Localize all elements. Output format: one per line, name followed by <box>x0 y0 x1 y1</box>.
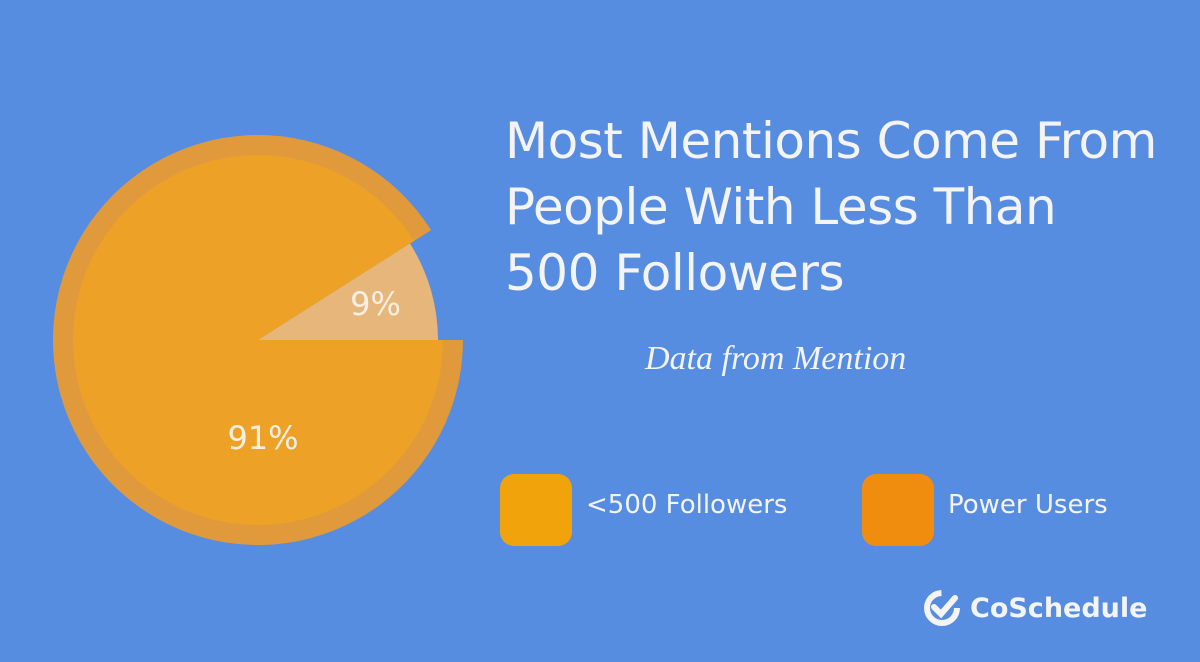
value-label: 9% <box>350 285 401 323</box>
brand-name: CoSchedule <box>970 592 1148 624</box>
value-label: 91% <box>227 419 298 457</box>
chart-title: Most Mentions Come From People With Less… <box>505 112 1157 302</box>
legend-swatch <box>500 474 572 546</box>
chart-subtitle: Data from Mention <box>645 340 907 377</box>
legend-label: Power Users <box>948 490 1108 520</box>
slice <box>258 243 438 340</box>
brand-icon <box>924 590 960 626</box>
legend-swatch <box>862 474 934 546</box>
legend-item: <500 Followers <box>500 474 787 546</box>
brand: CoSchedule <box>922 588 1147 628</box>
legend-label: <500 Followers <box>586 490 788 520</box>
legend-item: Power Users <box>862 474 1108 546</box>
